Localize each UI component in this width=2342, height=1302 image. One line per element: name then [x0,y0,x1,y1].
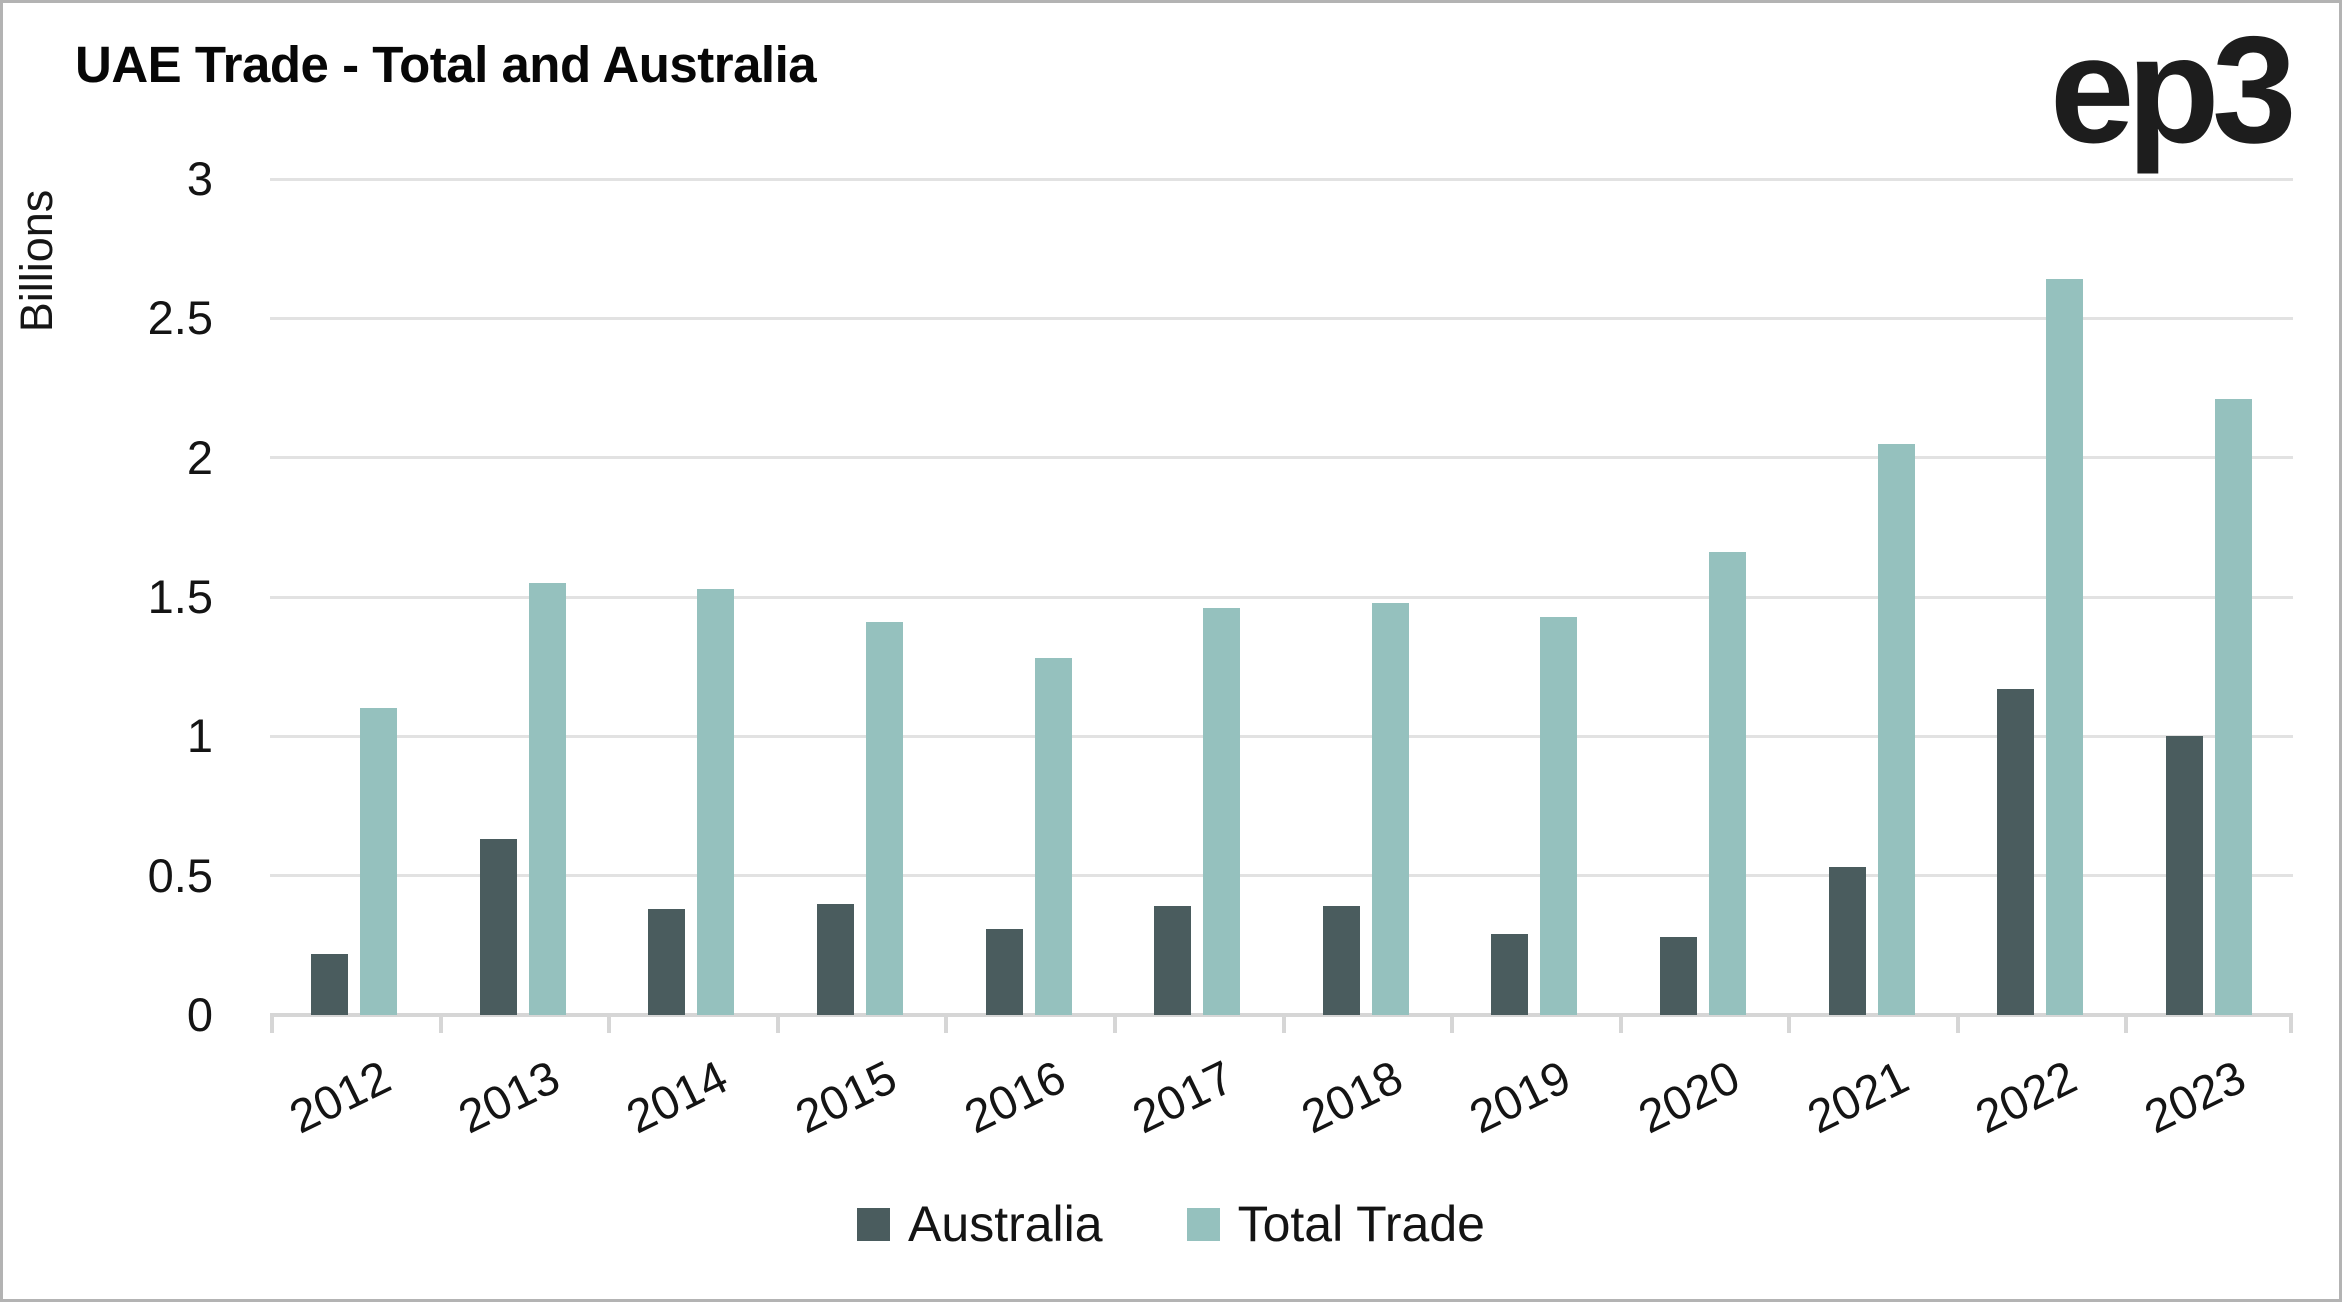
y-tick-label: 2.5 [147,291,213,345]
x-tick-label-2021: 2021 [1798,1049,1916,1144]
bar-total-trade-2015 [866,622,904,1015]
plot-area [270,177,2293,1033]
bar-total-trade-2023 [2214,399,2252,1015]
y-tick-label: 1 [186,709,213,763]
x-tick-label-2015: 2015 [787,1049,905,1144]
bar-australia-2015 [817,903,855,1015]
bar-australia-2022 [1997,688,2035,1015]
bar-australia-2023 [2165,736,2203,1015]
x-axis-tick [944,1015,949,1033]
legend-swatch-australia [857,1207,891,1241]
bar-australia-2017 [1154,906,1192,1015]
x-tick-label-2013: 2013 [450,1049,568,1144]
chart-title: UAE Trade - Total and Australia [75,36,817,93]
x-axis-tick [1955,1015,1960,1033]
bar-total-trade-2017 [1203,608,1241,1015]
x-axis-tick [1450,1015,1455,1033]
bar-australia-2020 [1659,936,1697,1015]
y-tick-label: 2 [186,430,213,484]
x-tick-label-2023: 2023 [2135,1049,2254,1144]
x-axis-tick [270,1015,274,1033]
legend-swatch-total-trade [1186,1207,1220,1241]
bar-total-trade-2022 [2046,279,2084,1015]
y-tick-label: 0.5 [147,848,213,902]
bar-australia-2013 [479,839,517,1015]
x-tick-label-2020: 2020 [1630,1049,1748,1144]
y-tick-label: 3 [186,152,213,205]
bar-total-trade-2019 [1540,616,1578,1015]
legend: Australia Total Trade [3,1189,2339,1259]
x-tick-label-2018: 2018 [1292,1049,1411,1144]
x-tick-label-2016: 2016 [955,1049,1074,1144]
legend-label: Australia [908,1196,1103,1252]
bar-total-trade-2020 [1708,552,1746,1015]
x-axis-tick [1112,1015,1117,1033]
x-axis-tick [2289,1015,2293,1033]
bar-australia-2014 [648,909,686,1015]
gridline [270,177,2293,181]
y-tick-label: 1.5 [147,570,213,623]
x-tick-label-2022: 2022 [1967,1049,2085,1144]
legend-item-australia: Australia [857,1195,1103,1253]
x-tick-label-2012: 2012 [281,1049,399,1144]
x-axis-tick [2124,1015,2129,1033]
x-axis-tick [775,1015,780,1033]
x-axis-tick [1618,1015,1623,1033]
x-axis-tick [1281,1015,1286,1033]
bar-total-trade-2013 [528,583,566,1015]
x-axis-tick [1787,1015,1792,1033]
legend-label: Total Trade [1237,1196,1485,1252]
gridline [270,316,2293,320]
legend-item-total-trade: Total Trade [1186,1195,1485,1253]
x-tick-label-2017: 2017 [1124,1049,1242,1144]
bar-total-trade-2021 [1877,443,1915,1015]
x-axis-tick [607,1015,612,1033]
bar-total-trade-2014 [697,588,735,1015]
bar-total-trade-2016 [1034,658,1072,1015]
bar-total-trade-2018 [1371,602,1409,1015]
bar-australia-2012 [311,953,349,1015]
x-tick-label-2014: 2014 [618,1049,736,1144]
bar-australia-2016 [985,928,1023,1015]
bar-total-trade-2012 [360,708,398,1015]
bar-australia-2018 [1322,906,1360,1015]
x-axis-tick [438,1015,443,1033]
bar-australia-2019 [1491,934,1529,1015]
gridline [270,456,2293,460]
gridline [270,874,2293,878]
gridline [270,595,2293,599]
x-tick-label-2019: 2019 [1461,1049,1579,1144]
ep3-logo: ep3 [2049,5,2297,175]
y-tick-label: 0 [186,988,213,1041]
bar-australia-2021 [1828,867,1866,1015]
gridline [270,734,2293,738]
